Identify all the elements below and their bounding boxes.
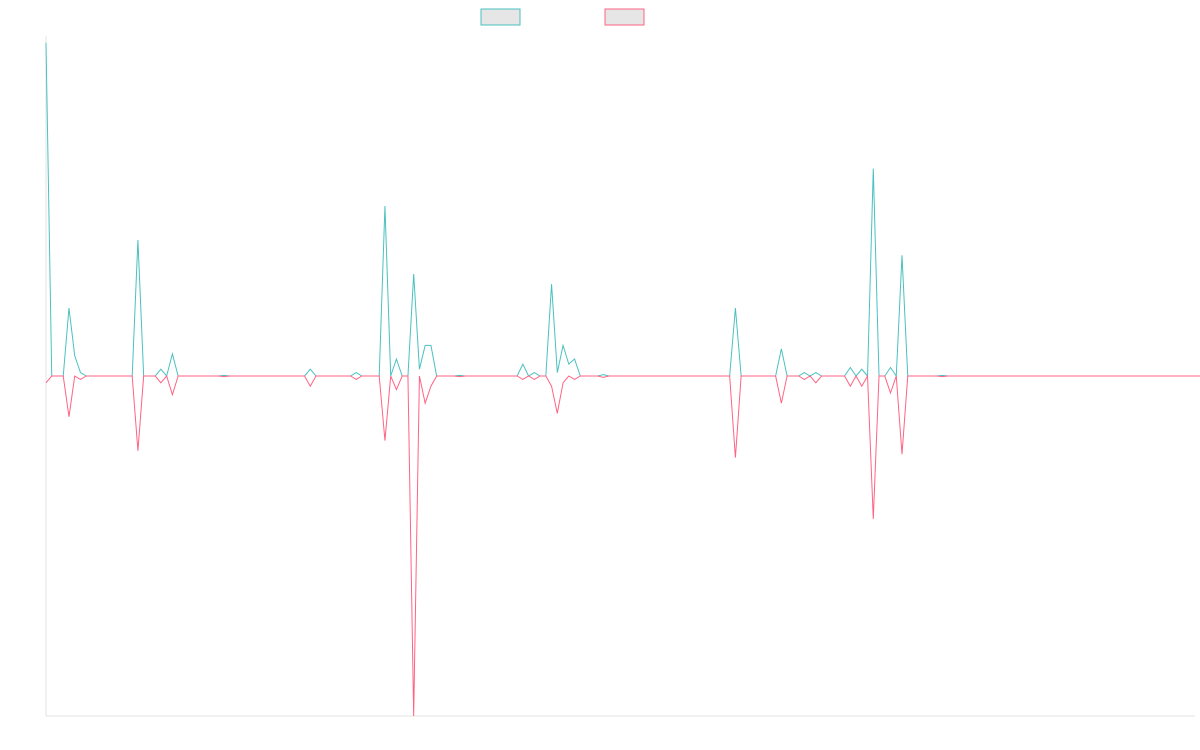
axes (45, 36, 1195, 717)
legend (480, 8, 645, 26)
legend-swatch-2[interactable] (604, 8, 645, 26)
series-line-1 (45, 42, 1200, 378)
series-line-2 (45, 374, 1200, 717)
series-layer (45, 42, 1200, 717)
legend-swatch-1[interactable] (480, 8, 521, 26)
